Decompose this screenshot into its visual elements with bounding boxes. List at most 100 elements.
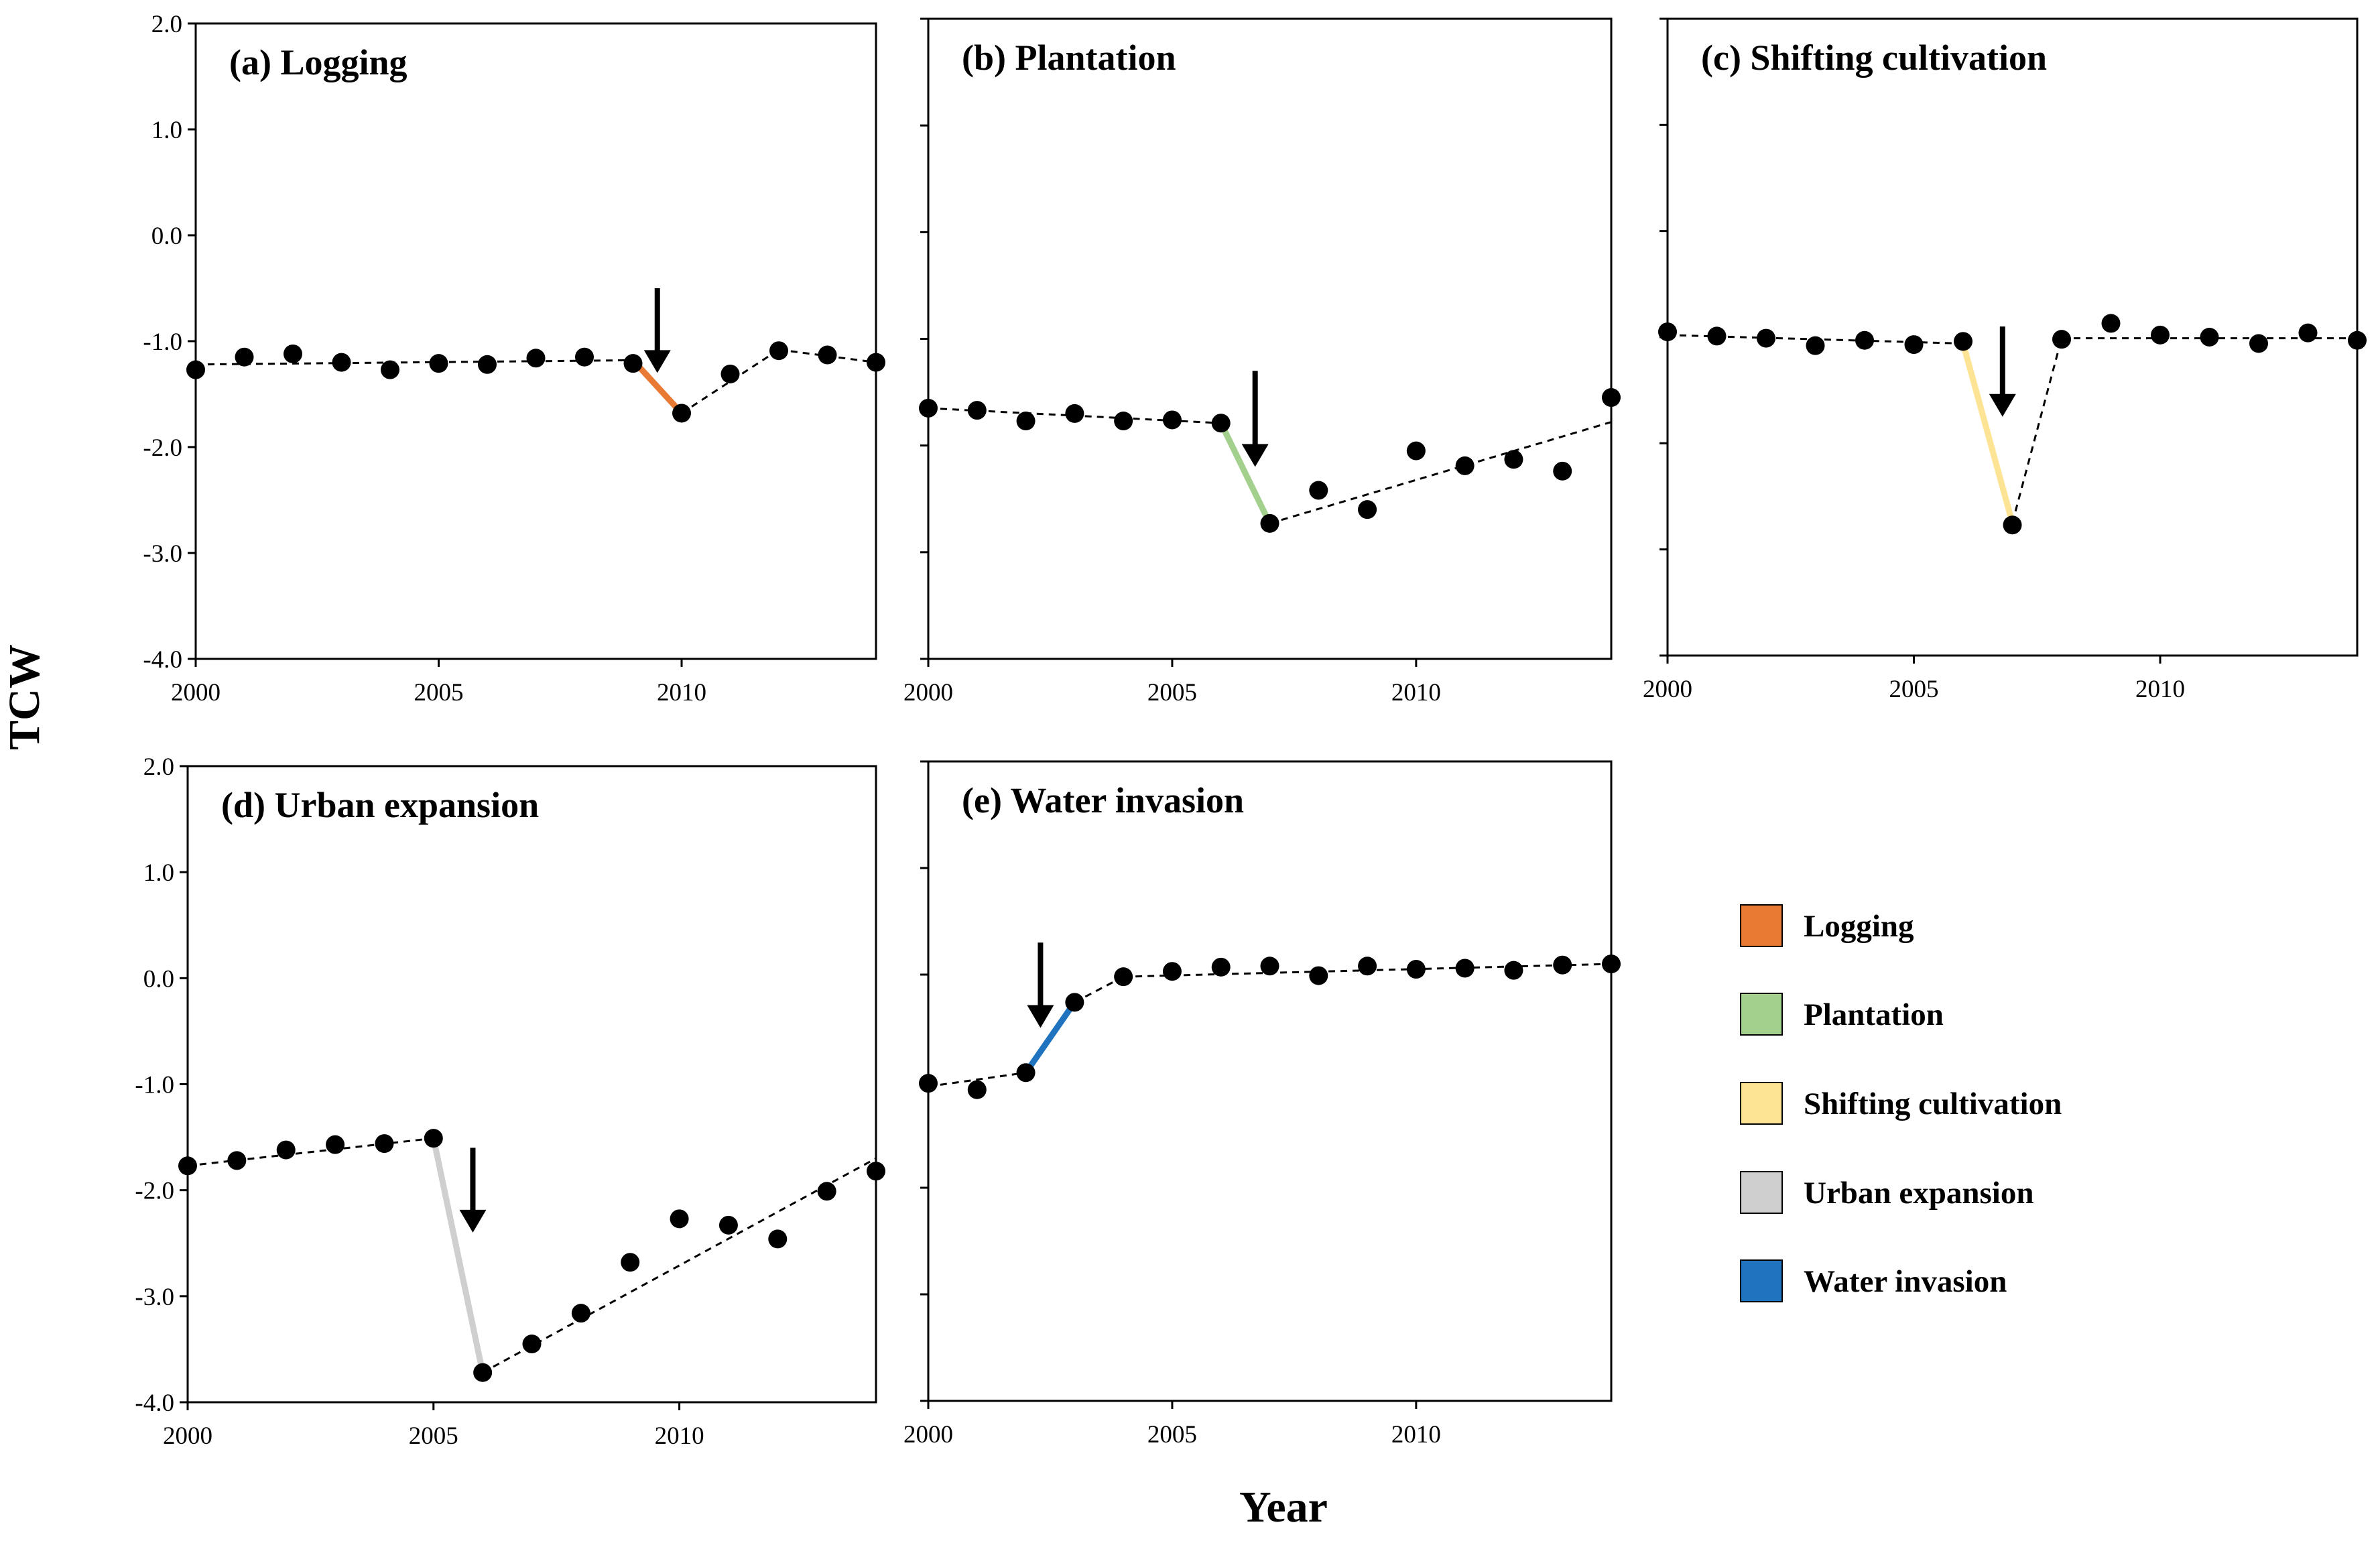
- data-point: [522, 1335, 542, 1354]
- x-tick-label: 2000: [903, 1421, 953, 1448]
- panel-title: (b) Plantation: [962, 38, 1176, 78]
- data-point: [575, 347, 594, 367]
- data-point: [478, 355, 497, 374]
- data-point: [1406, 960, 1426, 979]
- y-tick-label: -3.0: [143, 540, 182, 568]
- data-point: [1065, 993, 1084, 1012]
- legend-label: Urban expansion: [1804, 1176, 2033, 1211]
- data-point: [1455, 959, 1475, 978]
- data-point: [1162, 962, 1182, 981]
- disturbance-arrow-head: [643, 350, 671, 373]
- data-point: [1757, 328, 1775, 348]
- x-tick-label: 2010: [1391, 679, 1441, 706]
- x-tick-label: 2000: [1643, 676, 1692, 703]
- data-point: [1211, 957, 1231, 977]
- y-tick-label: -1.0: [143, 328, 182, 356]
- disturbance-segment: [1023, 999, 1078, 1076]
- y-tick-label: -3.0: [135, 1284, 174, 1311]
- data-point: [721, 364, 740, 383]
- x-tick-label: 2010: [655, 1422, 704, 1450]
- panel-title: (e) Water invasion: [962, 780, 1244, 820]
- x-tick-label: 2005: [1147, 1421, 1197, 1448]
- panel-title: (a) Logging: [229, 42, 408, 82]
- data-point: [1065, 404, 1084, 423]
- data-point: [1455, 456, 1475, 475]
- panels: 2.0 1.0 0.0 -1.0 -2.0 -3.0 -4.0 2000 2005 2010 (a)…: [135, 11, 2367, 1450]
- data-point: [2298, 323, 2318, 343]
- data-point: [1358, 500, 1377, 519]
- data-point: [769, 341, 788, 361]
- legend-label: Shifting cultivation: [1804, 1087, 2062, 1121]
- legend-label: Plantation: [1804, 997, 1944, 1032]
- legend-item: Water invasion: [1740, 1259, 2007, 1302]
- y-tick-label: 1.0: [151, 117, 182, 144]
- x-axis-title: Year: [1239, 1483, 1328, 1532]
- fitted-segment: [928, 1071, 1026, 1088]
- data-point: [1358, 956, 1377, 976]
- data-point: [332, 353, 351, 372]
- data-point: [1504, 961, 1523, 980]
- legend-item: Plantation: [1740, 993, 1944, 1036]
- data-point: [1504, 450, 1523, 469]
- y-tick-label: -2.0: [135, 1178, 174, 1205]
- x-tick-label: 2000: [171, 679, 221, 706]
- plot-frame: [194, 22, 877, 660]
- data-point: [1707, 326, 1727, 346]
- disturbance-segment: [1218, 420, 1273, 527]
- disturbance-segment: [430, 1135, 486, 1376]
- data-point: [1406, 441, 1426, 460]
- data-point: [424, 1129, 443, 1148]
- y-axis-title: TCW: [0, 644, 49, 750]
- data-point: [1553, 955, 1572, 975]
- data-point: [2003, 515, 2022, 535]
- legend-swatch: [1740, 993, 1783, 1036]
- x-tick-label: 2005: [414, 679, 464, 706]
- plot-frame: [927, 17, 1613, 660]
- data-point: [1016, 1063, 1036, 1083]
- y-tick-label: 1.0: [143, 859, 174, 887]
- panel-b: 2000 2005 2010 (b) Plantation: [903, 17, 1621, 706]
- data-point: [1114, 967, 1133, 987]
- data-point: [235, 347, 254, 367]
- data-point: [1260, 956, 1279, 976]
- x-tick-label: 2010: [657, 679, 706, 706]
- x-tick-label: 2000: [903, 679, 953, 706]
- panel-title: (c) Shifting cultivation: [1701, 38, 2047, 78]
- data-point: [919, 398, 938, 418]
- legend-swatch: [1740, 1082, 1783, 1125]
- x-tick-label: 2005: [1147, 679, 1197, 706]
- data-point: [375, 1134, 394, 1154]
- disturbance-arrow-head: [459, 1209, 487, 1233]
- x-tick-label: 2005: [1889, 676, 1939, 703]
- fitted-segment: [195, 359, 633, 366]
- panel-a: 2.0 1.0 0.0 -1.0 -2.0 -3.0 -4.0 2000 2005 2010 (a)…: [143, 11, 885, 706]
- y-tick-label: 0.0: [143, 965, 174, 993]
- data-point: [818, 345, 837, 365]
- x-tick-label: 2005: [409, 1422, 458, 1450]
- disturbance-arrow-head: [1027, 1005, 1054, 1028]
- data-point: [817, 1182, 836, 1201]
- panel-c: 2000 2005 2010 (c) Shifting cultivation: [1643, 17, 2367, 703]
- disturbance-segment: [1960, 341, 2015, 526]
- panel-e: 2000 2005 2010 (e) Water invasion: [903, 760, 1621, 1448]
- fitted-segment: [482, 1157, 877, 1374]
- data-point: [1602, 954, 1621, 974]
- x-tick-label: 2000: [163, 1422, 212, 1450]
- data-point: [284, 344, 302, 363]
- data-point: [381, 360, 399, 379]
- data-point: [867, 1162, 885, 1181]
- plot-frame: [186, 765, 877, 1404]
- y-tick-label: -1.0: [135, 1072, 174, 1099]
- data-point: [1954, 332, 1972, 351]
- data-point: [178, 1156, 197, 1176]
- data-point: [1114, 412, 1133, 431]
- data-point: [526, 349, 546, 368]
- y-tick-label: -4.0: [143, 646, 182, 674]
- data-point: [919, 1074, 938, 1093]
- data-point: [276, 1140, 296, 1160]
- data-point: [186, 360, 205, 379]
- data-point: [1309, 481, 1328, 500]
- legend: Logging Plantation Shifting cultivation Urb…: [1740, 904, 2062, 1302]
- disturbance-arrow-head: [1989, 393, 2016, 417]
- fitted-segment: [1074, 975, 1124, 1003]
